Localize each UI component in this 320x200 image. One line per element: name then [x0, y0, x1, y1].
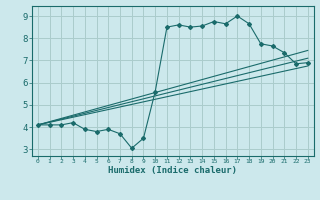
- X-axis label: Humidex (Indice chaleur): Humidex (Indice chaleur): [108, 166, 237, 175]
